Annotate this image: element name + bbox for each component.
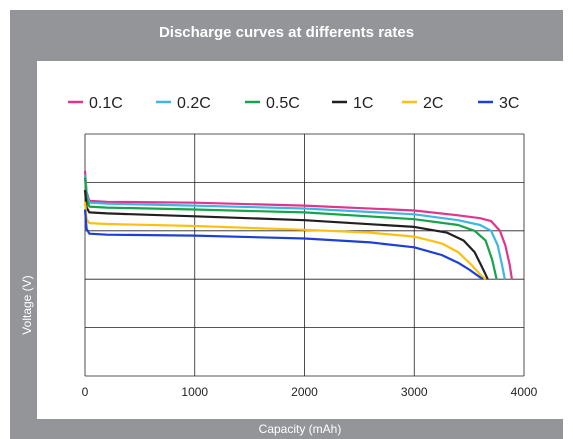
chart-frame: Discharge curves at differents rates Vol…: [10, 10, 563, 439]
y-tick-label: 3.0: [54, 224, 71, 238]
x-tick-label: 3000: [401, 385, 428, 399]
series-line-0-5c: [83, 177, 498, 280]
legend-label: 1C: [353, 95, 373, 112]
tick-labels: 1.5 2.0 2.5 3.0 3.5 4.0 0 1000 2000 3000 4000: [54, 127, 537, 399]
series-line-3c: [83, 209, 484, 281]
legend-label: 0.5C: [266, 95, 300, 112]
x-tick-label: 2000: [291, 385, 318, 399]
series-line-2c: [83, 201, 487, 281]
x-tick-label: 0: [82, 385, 89, 399]
x-tick-label: 1000: [181, 385, 208, 399]
series-line-0-2c: [83, 174, 506, 280]
chart-title: Discharge curves at differents rates: [158, 24, 415, 41]
y-tick-label: 3.5: [54, 175, 71, 189]
series-line-1c: [83, 189, 489, 280]
legend-label: 2C: [423, 95, 443, 112]
chart-plot: 1.5 2.0 2.5 3.0 3.5 4.0 0 1000 2000 3000 4000 0.1C…: [54, 95, 537, 399]
y-tick-label: 2.5: [54, 272, 71, 286]
y-tick-label: 2.0: [54, 321, 71, 335]
series-line-0-1c: [83, 170, 513, 280]
legend-label: 3C: [499, 95, 519, 112]
y-tick-label: 1.5: [54, 369, 71, 383]
x-axis-label: Capacity (mAh): [258, 422, 342, 436]
grid-lines: [84, 133, 525, 377]
y-tick-label: 4.0: [54, 127, 71, 141]
series-lines: [83, 170, 513, 281]
chart-panel: [37, 61, 563, 419]
legend-label: 0.2C: [177, 95, 211, 112]
legend: 0.1C 0.2C 0.5C 1C 2C 3C: [68, 95, 519, 112]
legend-label: 0.1C: [89, 95, 123, 112]
x-tick-label: 4000: [511, 385, 538, 399]
